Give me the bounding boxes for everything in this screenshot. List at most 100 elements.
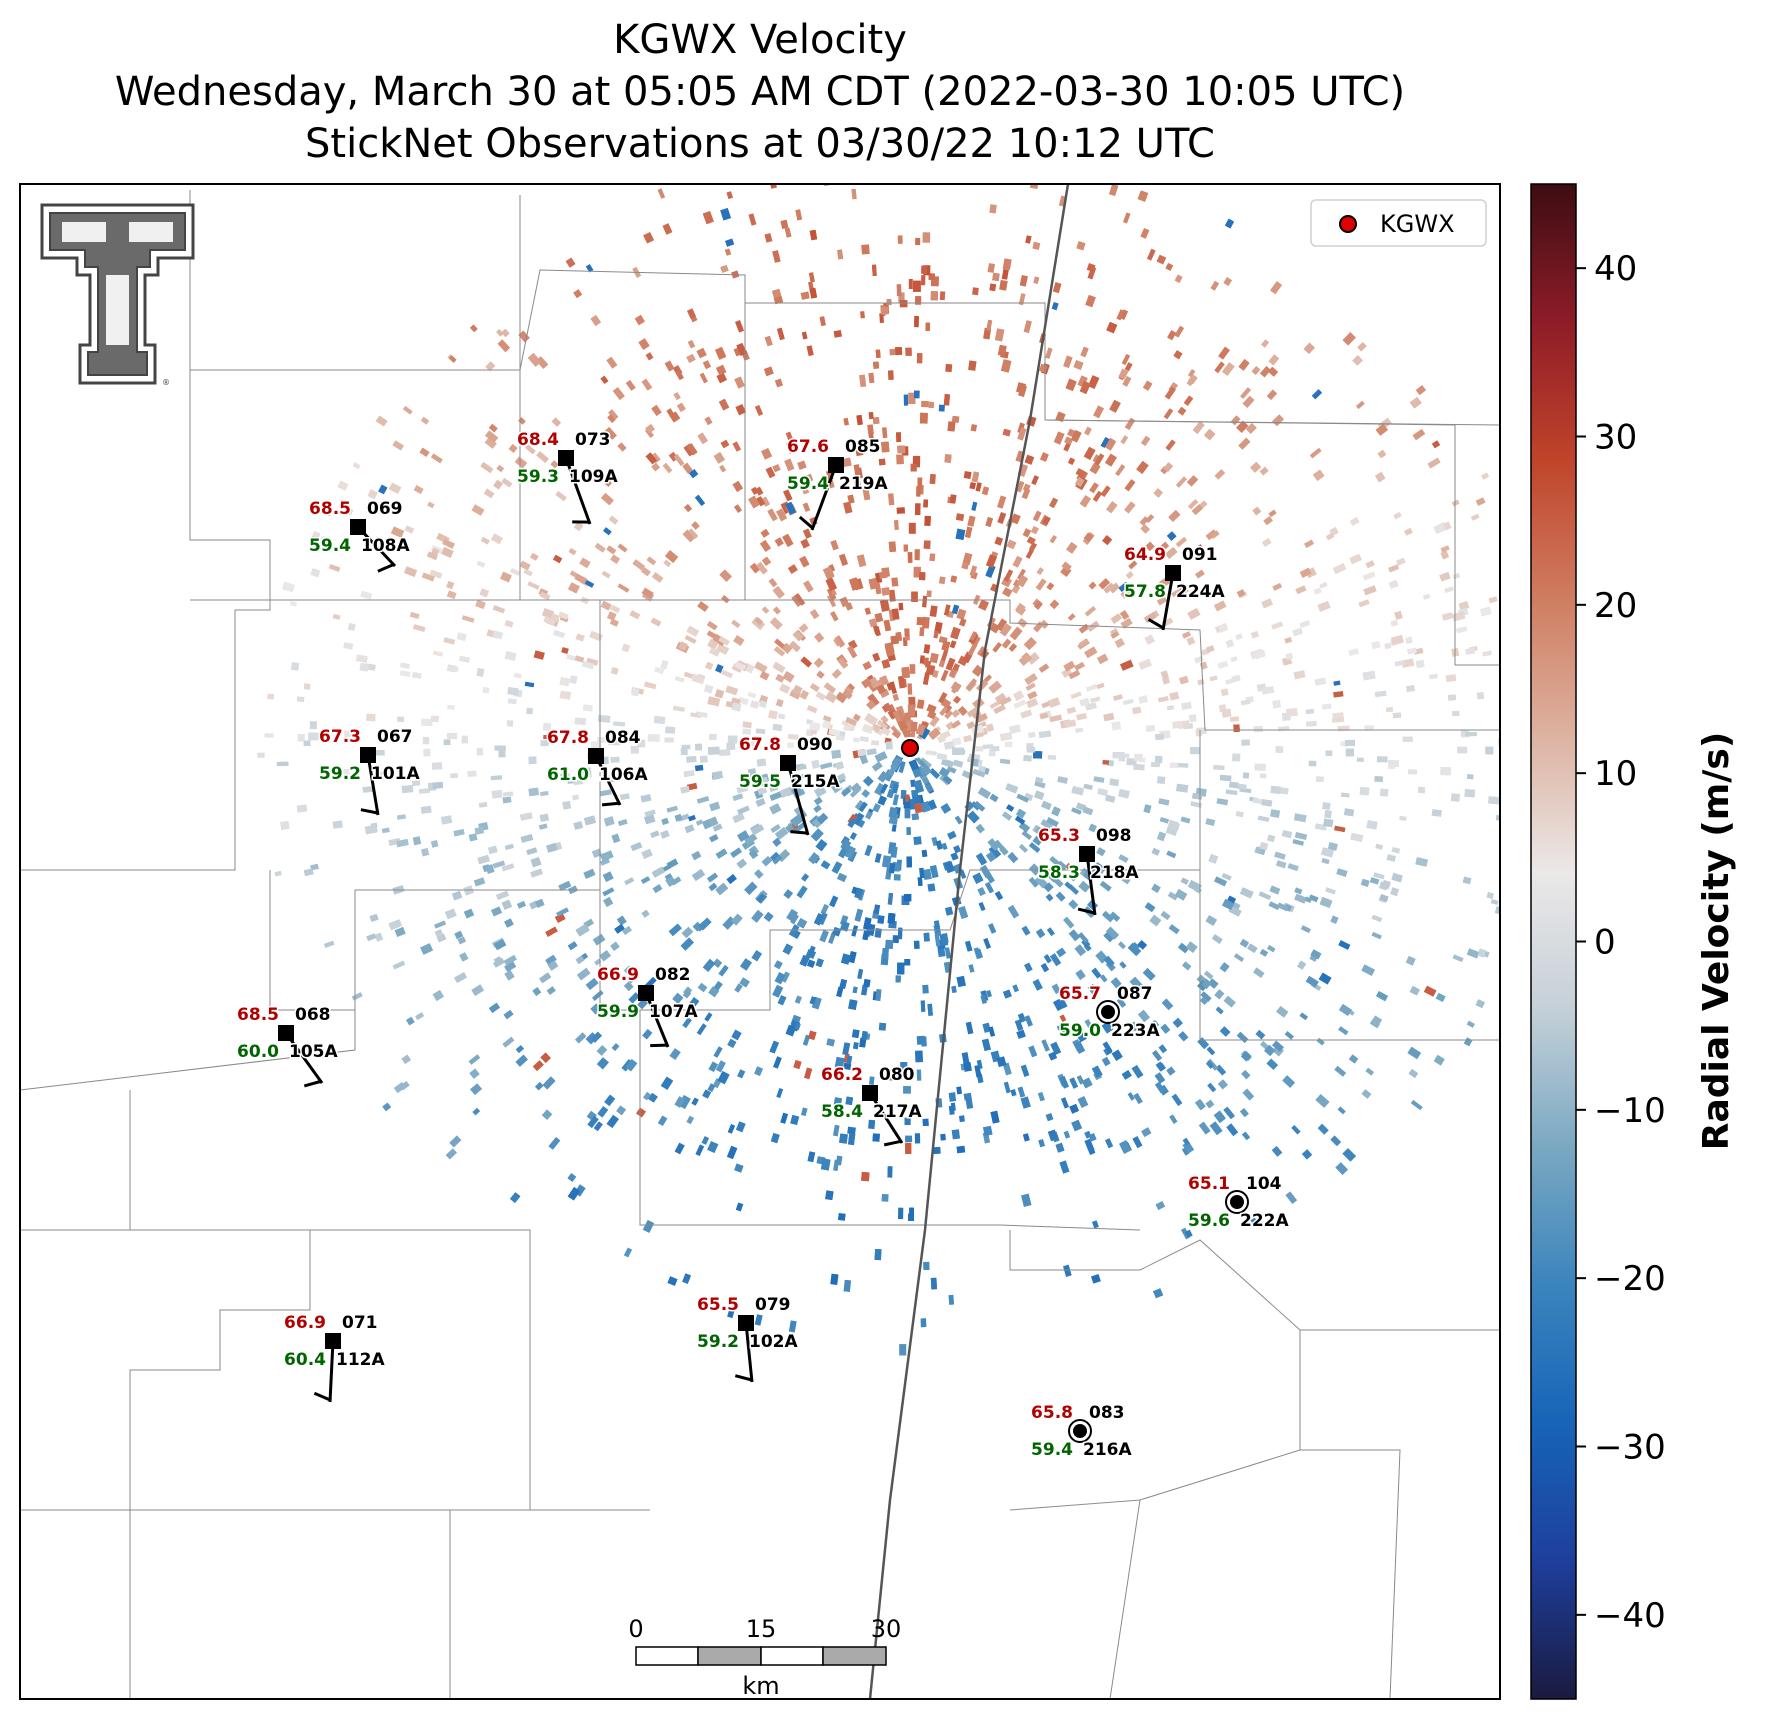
wind-barb-flag (360, 808, 378, 815)
wind-barb-staff (868, 1092, 904, 1144)
colorbar-tick-label: −20 (1594, 1259, 1666, 1299)
station-dewpoint: 59.6 (1188, 1211, 1230, 1231)
colorbar-label: Radial Velocity (m/s) (1696, 732, 1737, 1151)
station-dewpoint: 59.9 (597, 1002, 639, 1022)
station-subid: 107A (649, 1002, 698, 1022)
station-224A: 64.9 091 57.8 224A (1123, 544, 1227, 631)
station-id: 073 (575, 430, 611, 450)
station-id: 087 (1117, 984, 1153, 1004)
legend-label: KGWX (1380, 210, 1455, 238)
station-marker (780, 755, 796, 771)
colorbar-tick-label: 40 (1594, 249, 1637, 289)
station-temperature: 64.9 (1124, 545, 1166, 565)
station-218A: 65.3 098 58.3 218A (1037, 825, 1141, 916)
station-id: 080 (879, 1065, 915, 1085)
radar-marker (901, 739, 919, 757)
station-dewpoint: 59.5 (739, 772, 781, 792)
station-temperature: 66.2 (821, 1065, 863, 1085)
station-id: 090 (797, 735, 833, 755)
station-id: 071 (342, 1313, 378, 1333)
station-marker (588, 748, 604, 764)
station-219A: 67.6 085 59.4 219A (786, 436, 890, 531)
radar-site (893, 737, 927, 759)
wind-barb-staff (328, 1340, 335, 1403)
scale-tick-0: 0 (628, 1615, 643, 1643)
scale-tick-30: 30 (871, 1615, 902, 1643)
station-marker (1073, 1424, 1087, 1438)
station-subid: 101A (371, 764, 420, 784)
station-temperature: 65.1 (1188, 1174, 1230, 1194)
station-temperature: 65.3 (1038, 826, 1080, 846)
wind-barb-flag (377, 563, 395, 573)
wind-barb-flag (734, 1374, 753, 1382)
station-temperature: 67.8 (547, 728, 589, 748)
colorbar: 40 30 20 10 0 −10 −20 −30 −40 Radial Velocity (m… (1530, 183, 1737, 1700)
wind-barb-staff (564, 457, 592, 525)
legend-radar-marker (1339, 215, 1357, 233)
station-101A: 67.3 067 59.2 101A (318, 726, 422, 816)
station-temperature: 67.3 (319, 727, 361, 747)
station-dewpoint: 59.2 (319, 764, 361, 784)
station-dewpoint: 59.3 (517, 467, 559, 487)
wind-barb-staff (1085, 853, 1097, 916)
station-temperature: 66.9 (597, 965, 639, 985)
station-id: 085 (845, 437, 881, 457)
state-boundary (868, 184, 1070, 1699)
station-dewpoint: 59.2 (697, 1332, 739, 1352)
wind-barb-staff (366, 754, 380, 816)
station-102A: 65.5 079 59.2 102A (696, 1294, 800, 1383)
county-boundaries (20, 190, 1500, 1699)
station-temperature: 66.9 (284, 1313, 326, 1333)
station-plots: 68.4 073 59.3 109A 67.6 085 59.4 219A 68.5 069 59.… (236, 429, 1291, 1462)
station-id: 079 (755, 1295, 791, 1315)
wind-barb-staff (786, 762, 810, 836)
station-subid: 109A (569, 467, 618, 487)
station-marker (1101, 1005, 1115, 1019)
colorbar-tick-label: −10 (1594, 1091, 1666, 1131)
station-216A: 65.8 083 59.4 216A (1030, 1402, 1134, 1462)
station-222A: 65.1 104 59.6 222A (1187, 1173, 1291, 1233)
station-temperature: 67.6 (787, 437, 829, 457)
station-id: 082 (655, 965, 691, 985)
scale-tick-15: 15 (746, 1615, 777, 1643)
colorbar-tick-label: −40 (1594, 1596, 1666, 1636)
wind-barb-flag (313, 1391, 331, 1402)
colorbar-tick-label: 20 (1594, 586, 1637, 626)
station-id: 083 (1089, 1403, 1125, 1423)
station-temperature: 68.5 (237, 1005, 279, 1025)
station-dewpoint: 59.4 (787, 474, 829, 494)
station-subid: 105A (289, 1042, 338, 1062)
station-217A: 66.2 080 58.4 217A (820, 1064, 924, 1147)
wind-barb-flag (798, 515, 814, 530)
wind-barb-flag (883, 1139, 902, 1147)
colorbar-tick-label: 30 (1594, 418, 1637, 458)
station-temperature: 68.5 (309, 499, 351, 519)
station-subid: 106A (599, 765, 648, 785)
station-dewpoint: 59.4 (309, 536, 351, 556)
station-marker (828, 457, 844, 473)
station-marker (862, 1085, 878, 1101)
station-temperature: 65.5 (697, 1295, 739, 1315)
wind-barb-staff (594, 755, 622, 806)
station-id: 069 (367, 499, 403, 519)
station-subid: 102A (749, 1332, 798, 1352)
station-subid: 216A (1083, 1440, 1132, 1460)
wind-barb-staff (1161, 572, 1175, 631)
station-dewpoint: 60.4 (284, 1350, 326, 1370)
texas-tech-logo: ® (40, 203, 195, 387)
wind-barb-flag (1147, 618, 1165, 630)
station-id: 068 (295, 1005, 331, 1025)
station-subid: 112A (336, 1350, 385, 1370)
station-223A: 65.7 087 59.0 223A (1058, 983, 1162, 1043)
station-dewpoint: 58.4 (821, 1102, 863, 1122)
station-dewpoint: 59.0 (1059, 1021, 1101, 1041)
wind-barb-staff (644, 992, 670, 1048)
station-106A: 67.8 084 61.0 106A (546, 727, 650, 807)
station-marker (1230, 1195, 1244, 1209)
figure-title: KGWX Velocity Wednesday, March 30 at 05:… (0, 14, 1520, 170)
scale-unit: km (742, 1672, 779, 1700)
wind-barb-staff (284, 1032, 324, 1084)
colorbar-gradient (1530, 183, 1577, 1700)
calm-wind-ring (1225, 1190, 1249, 1214)
